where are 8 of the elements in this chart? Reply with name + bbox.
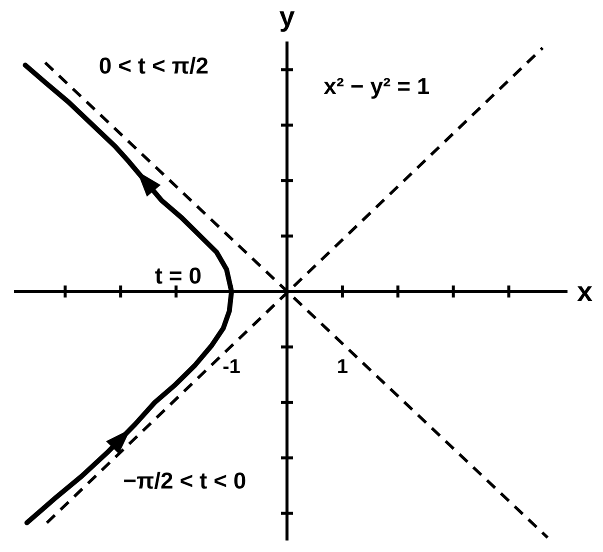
- annotation: t = 0: [154, 262, 202, 288]
- x-tick-label: 1: [336, 356, 348, 378]
- annotation: −π/2 < t < 0: [123, 468, 246, 494]
- y-axis-title: y: [279, 1, 296, 32]
- annotation: x² − y² = 1: [324, 73, 430, 100]
- x-tick-label: -1: [222, 356, 240, 378]
- x-axis-title: x: [577, 276, 593, 308]
- annotation: 0 < t < π/2: [98, 52, 209, 79]
